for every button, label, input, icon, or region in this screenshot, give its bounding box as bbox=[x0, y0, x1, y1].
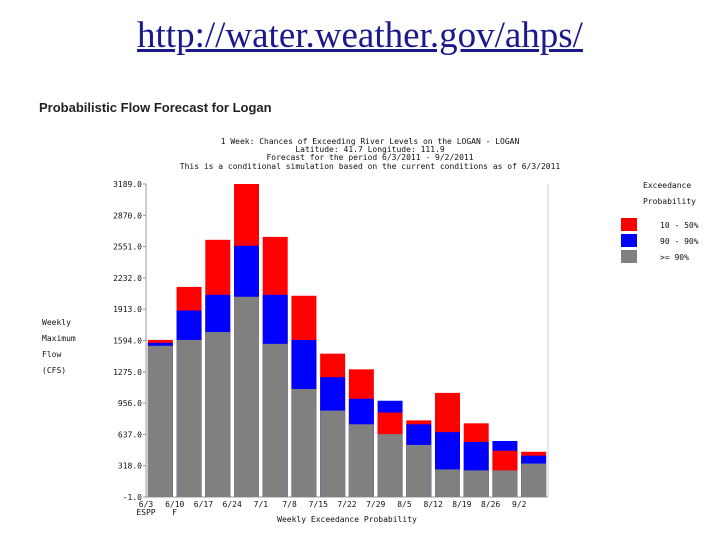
legend-swatch-red bbox=[621, 218, 637, 231]
y-tick-label: 1275.0 bbox=[113, 368, 142, 377]
x-tick-label: 7/15 bbox=[309, 500, 328, 509]
x-tick-label: 6/3 bbox=[139, 500, 154, 509]
bar-gray-7-29 bbox=[377, 434, 403, 497]
y-tick-label: 2232.0 bbox=[113, 274, 142, 283]
y-axis-label-line-4: (CFS) bbox=[42, 366, 67, 375]
y-axis-label-line-3: Flow bbox=[42, 350, 62, 359]
legend-label-red: 10 - 50% bbox=[660, 221, 699, 230]
chart-header-line-4: This is a conditional simulation based o… bbox=[179, 161, 561, 171]
x-extra-label-2: F bbox=[172, 508, 177, 517]
legend-swatch-gray bbox=[621, 250, 637, 263]
y-tick-label: 2870.0 bbox=[113, 211, 142, 220]
chart-header-line-3: Forecast for the period 6/3/2011 - 9/2/2… bbox=[266, 153, 474, 163]
bar-gray-6-24 bbox=[234, 296, 259, 497]
legend-swatch-blue bbox=[621, 234, 637, 247]
bar-gray-8-19 bbox=[463, 470, 489, 497]
bar-gray-7-8 bbox=[291, 388, 317, 497]
y-tick-label: 637.0 bbox=[118, 430, 142, 439]
ahps-url-link[interactable]: http://water.weather.gov/ahps/ bbox=[137, 15, 583, 56]
x-extra-label: ESPP bbox=[136, 508, 155, 517]
x-tick-label: 8/26 bbox=[481, 500, 500, 509]
legend-label-blue: 90 - 90% bbox=[660, 237, 699, 246]
chart-header-line-2: Latitude: 41.7 Longitude: 111.9 bbox=[295, 145, 445, 155]
x-tick-label: 7/8 bbox=[282, 500, 297, 509]
bar-gray-6-17 bbox=[205, 332, 231, 497]
bar-gray-7-1 bbox=[262, 343, 288, 497]
x-tick-label: 6/24 bbox=[223, 500, 242, 509]
x-axis-title: Weekly Exceedance Probability bbox=[277, 515, 417, 524]
legend-title-line-1: Exceedance bbox=[643, 181, 692, 190]
legend-label-gray: >= 90% bbox=[660, 253, 689, 262]
chart-panel-title: Probabilistic Flow Forecast for Logan bbox=[39, 100, 272, 115]
x-tick-label: 7/29 bbox=[366, 500, 385, 509]
x-tick-label: 9/2 bbox=[512, 500, 527, 509]
bar-gray-7-22 bbox=[348, 424, 374, 497]
x-tick-label: 8/19 bbox=[452, 500, 471, 509]
bar-gray-7-15 bbox=[320, 410, 346, 497]
y-tick-label: 2551.0 bbox=[113, 243, 142, 252]
x-tick-label: 8/12 bbox=[424, 500, 443, 509]
chart-header-line-1: 1 Week: Chances of Exceeding River Level… bbox=[220, 137, 520, 146]
chart-header: 1 Week: Chances of Exceeding River Level… bbox=[120, 137, 620, 171]
y-tick-label: 1594.0 bbox=[113, 337, 142, 346]
x-tick-label: 8/5 bbox=[397, 500, 412, 509]
x-tick-label: 6/10 bbox=[165, 500, 184, 509]
y-tick-label: 3189.0 bbox=[113, 180, 142, 189]
x-tick-label: 7/22 bbox=[337, 500, 356, 509]
y-tick-label: -1.0 bbox=[123, 493, 142, 502]
bar-gray-9-2 bbox=[521, 463, 547, 497]
x-tick-label: 6/17 bbox=[194, 500, 213, 509]
y-tick-label: 956.0 bbox=[118, 399, 142, 408]
bar-gray-8-26 bbox=[492, 470, 518, 497]
y-axis-label-line-2: Maximum bbox=[42, 334, 76, 343]
x-tick-label: 7/1 bbox=[254, 500, 269, 509]
bar-gray-6-3 bbox=[147, 345, 173, 497]
bar-gray-6-10 bbox=[176, 339, 202, 497]
legend-title-line-2: Probability bbox=[643, 197, 696, 206]
y-axis-label-line-1: Weekly bbox=[42, 318, 71, 327]
y-tick-label: 318.0 bbox=[118, 462, 142, 471]
bar-gray-8-5 bbox=[406, 444, 432, 497]
bar-gray-8-12 bbox=[435, 469, 460, 497]
y-tick-label: 1913.0 bbox=[113, 305, 142, 314]
